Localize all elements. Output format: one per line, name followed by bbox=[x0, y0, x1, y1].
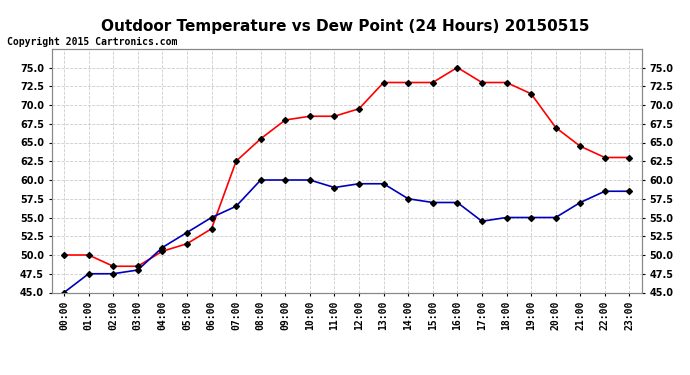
Text: Outdoor Temperature vs Dew Point (24 Hours) 20150515: Outdoor Temperature vs Dew Point (24 Hou… bbox=[101, 19, 589, 34]
Text: Copyright 2015 Cartronics.com: Copyright 2015 Cartronics.com bbox=[7, 37, 177, 47]
